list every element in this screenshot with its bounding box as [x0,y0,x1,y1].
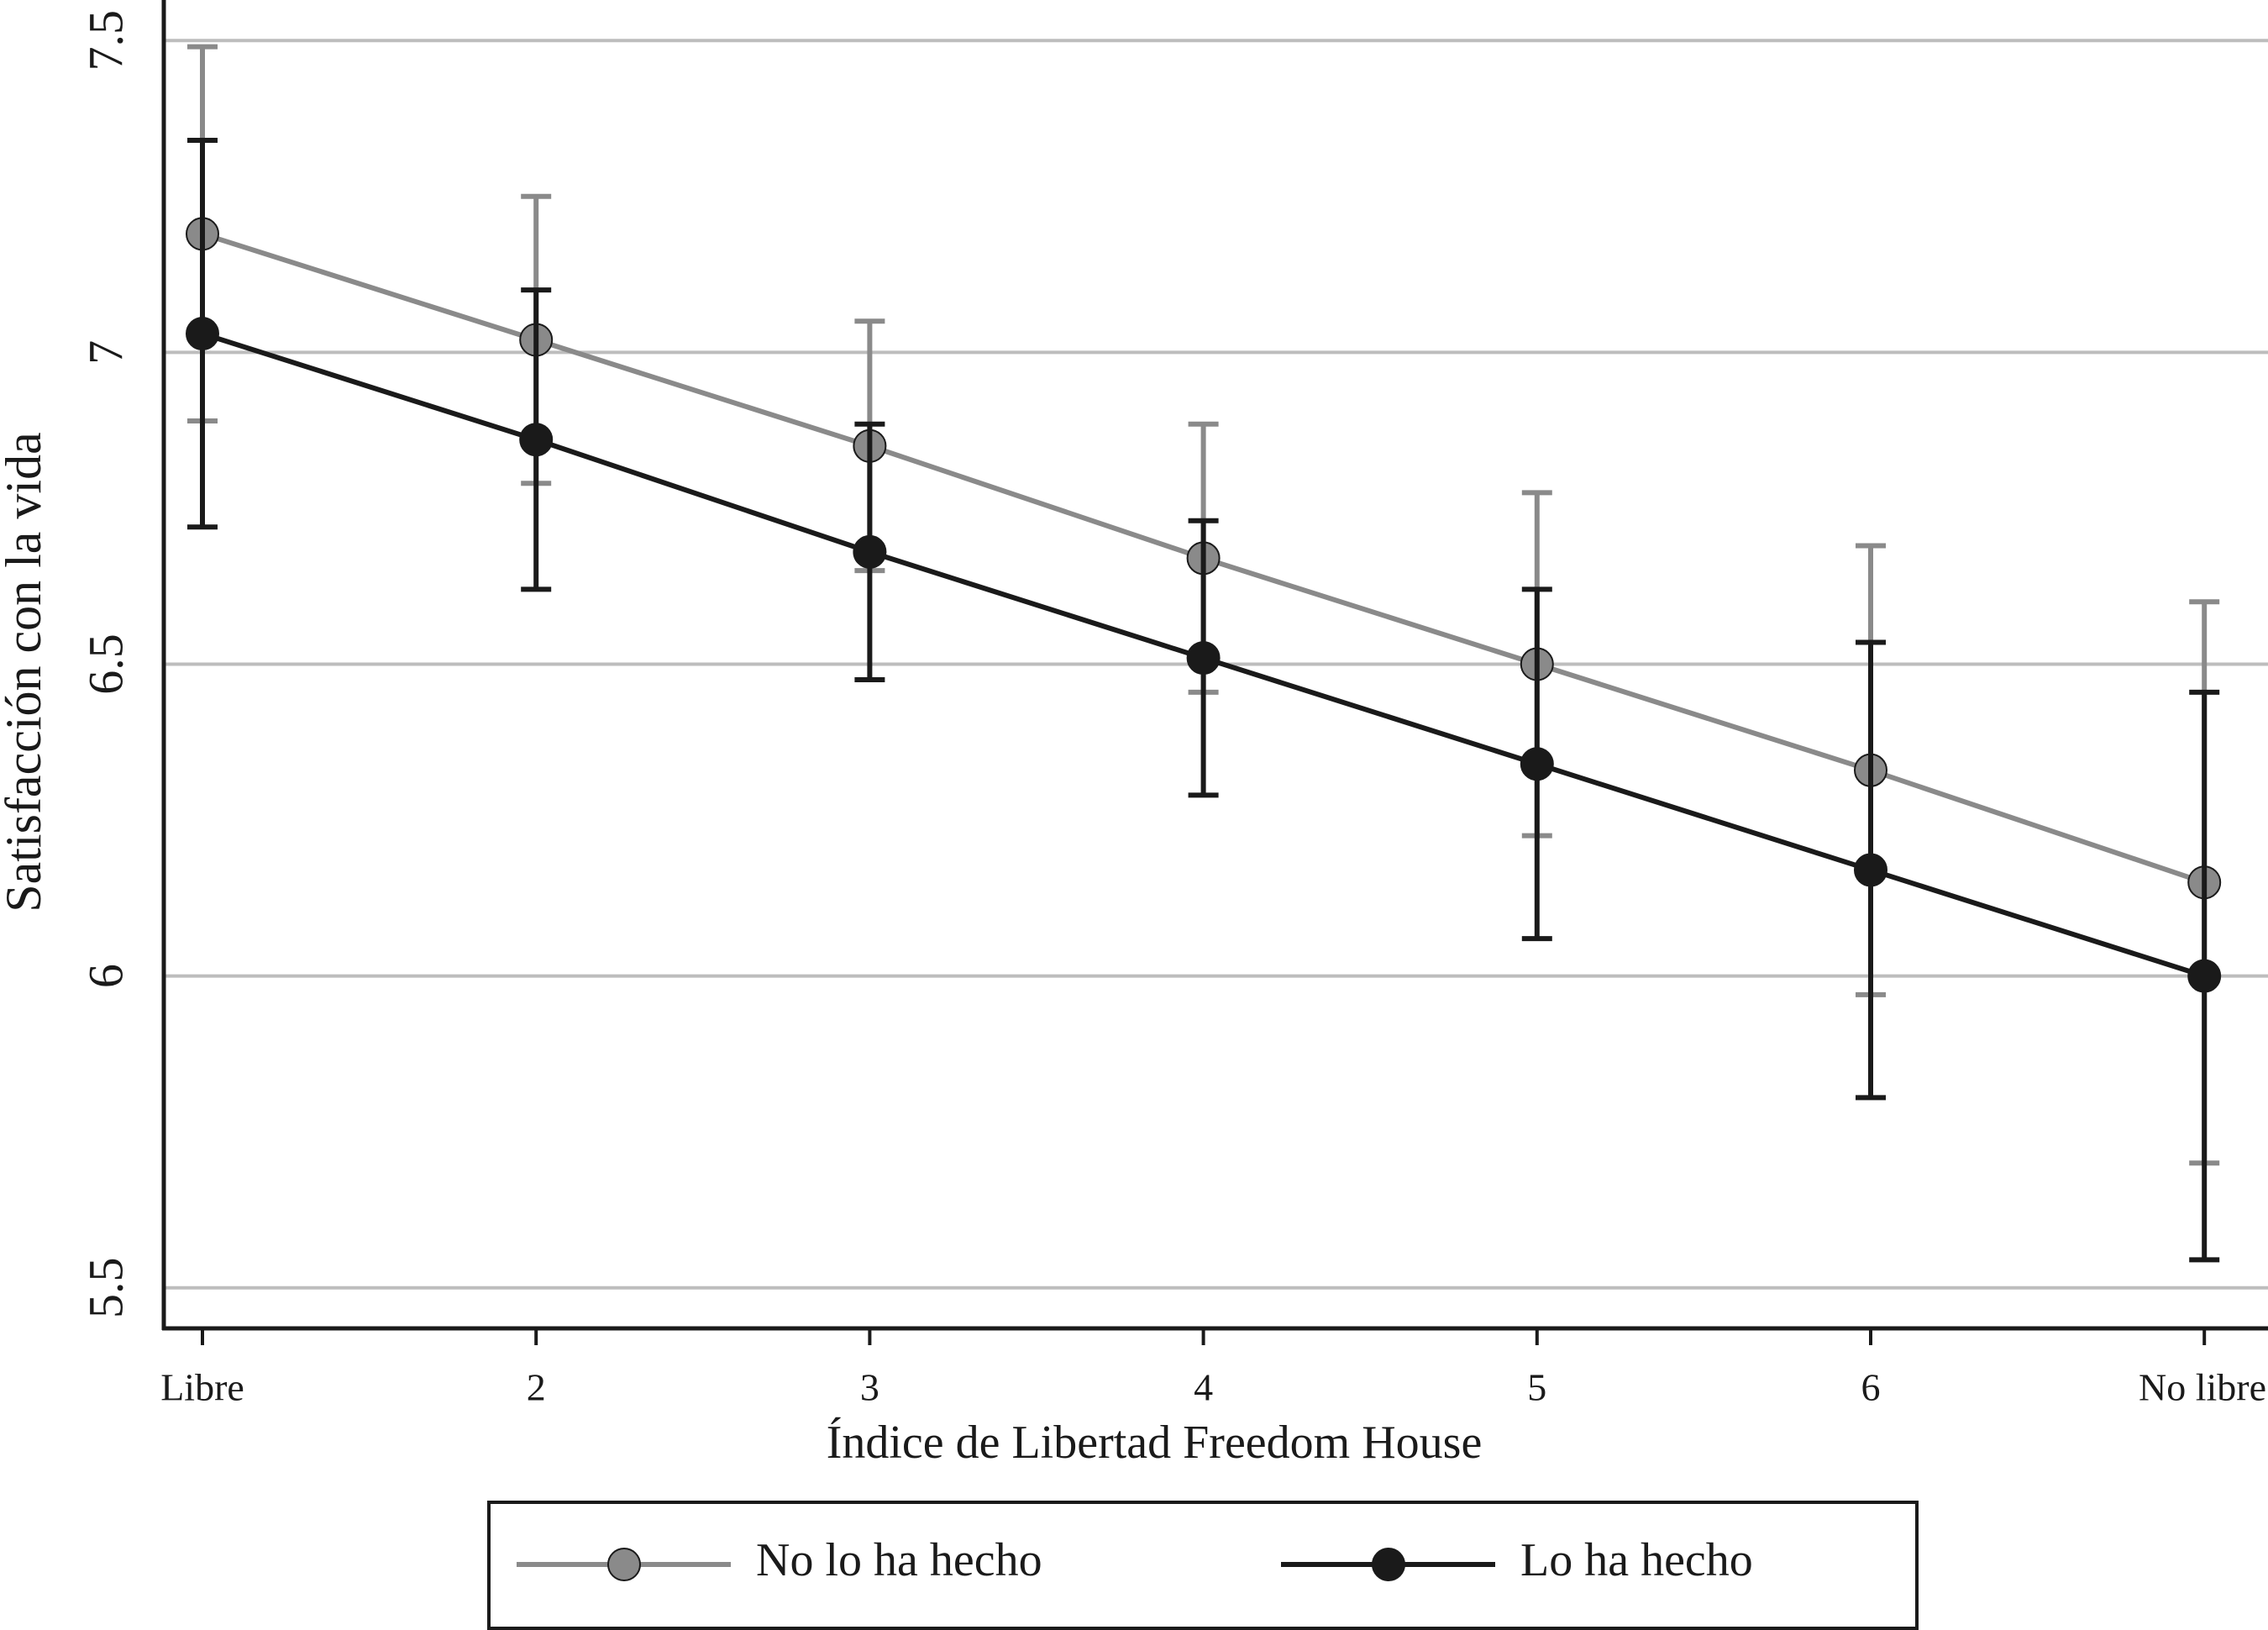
y-tick-label: 7.5 [78,10,133,71]
point [2187,959,2222,993]
point [1520,747,1554,781]
point [1854,853,1887,887]
point [519,423,554,457]
legend-marker [1372,1548,1405,1581]
point [1186,641,1221,676]
y-tick-label: 6 [78,964,133,988]
y-tick-label: 6.5 [78,634,133,695]
point [186,317,219,351]
x-tick-label: 5 [1527,1366,1546,1409]
y-tick-label: 7 [78,340,133,365]
legend-label: No lo ha hecho [756,1534,1042,1586]
legend-box [487,1501,1919,1630]
x-tick-label: Libre [160,1366,244,1409]
x-tick-label: 4 [1194,1366,1213,1409]
legend-label: Lo ha hecho [1520,1534,1753,1586]
x-axis-title: Índice de Libertad Freedom House [827,1417,1483,1469]
y-tick-label: 5.5 [78,1258,133,1319]
point [853,534,887,569]
x-tick-label: 2 [527,1366,546,1409]
x-tick-label: No libre [2139,1366,2266,1409]
legend-marker [607,1548,641,1581]
y-axis-title: Satisfacción con la vida [0,432,51,912]
x-tick-label: 3 [860,1366,879,1409]
x-tick-label: 6 [1861,1366,1881,1409]
